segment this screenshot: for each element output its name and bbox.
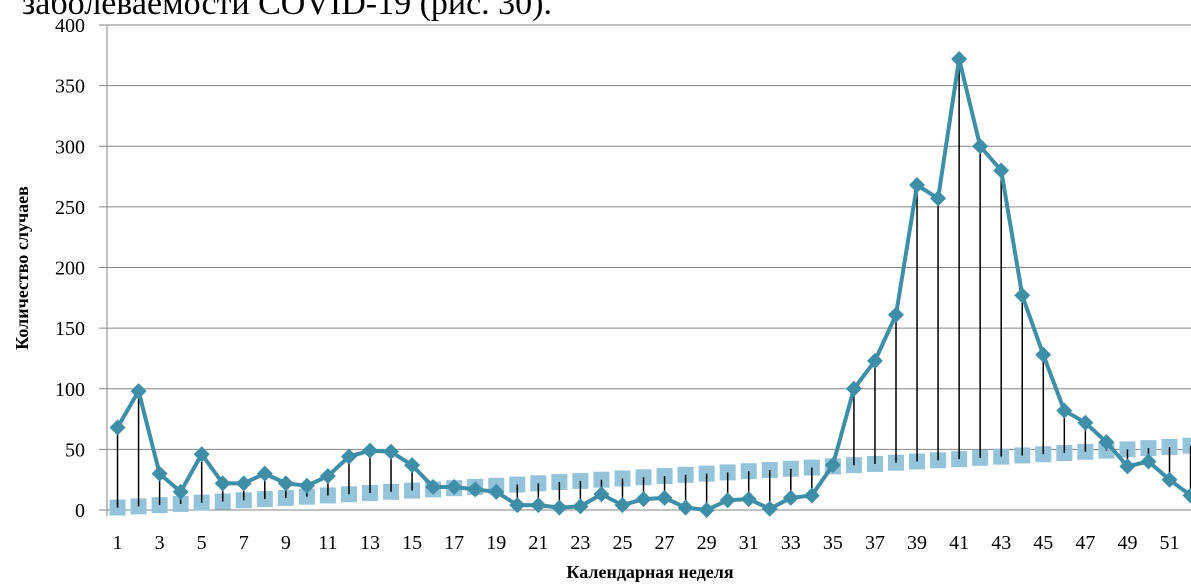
x-tick-label: 43 [991,532,1011,554]
diamond-marker [845,380,862,397]
x-tick-label: 3 [155,532,165,554]
diamond-marker [866,352,883,369]
diamond-marker [319,468,336,485]
caption: заболеваемости COVID-19 (рис. 30). [22,0,552,22]
x-tick-label: 51 [1160,532,1180,554]
diamond-marker [530,497,547,514]
x-tick-label: 7 [239,532,249,554]
x-tick-label: 33 [781,532,801,554]
x-tick-label: 17 [444,532,464,554]
diamond-marker [1140,453,1157,470]
x-tick-label: 35 [823,532,843,554]
y-axis-label: Количество случаев [12,186,32,350]
diamond-marker [1035,346,1052,363]
diamond-marker [109,419,126,436]
y-tick-label: 300 [55,136,85,158]
diamond-marker [740,491,757,508]
y-tick-label: 100 [55,379,85,401]
x-tick-label: 21 [528,532,548,554]
diamond-marker [488,483,505,500]
diamond-marker [635,491,652,508]
x-tick-label: 25 [612,532,632,554]
x-tick-label: 19 [486,532,506,554]
diamond-marker [614,497,631,514]
x-tick-label: 41 [949,532,969,554]
x-tick-label: 15 [402,532,422,554]
y-tick-label: 0 [75,500,85,522]
x-tick-label: 23 [570,532,590,554]
x-tick-label: 29 [697,532,717,554]
square-marker [151,497,168,514]
diamond-marker [951,50,968,67]
diamond-marker [572,498,589,515]
diamond-marker [761,500,778,517]
diamond-marker [593,486,610,503]
x-tick-label: 27 [655,532,675,554]
x-tick-label: 45 [1033,532,1053,554]
diamond-marker [824,457,841,474]
diamond-marker [404,457,421,474]
y-tick-label: 350 [55,76,85,98]
diamond-marker [656,489,673,506]
x-tick-label: 13 [360,532,380,554]
diamond-marker [1077,414,1094,431]
diamond-marker [677,499,694,516]
diamond-marker [256,465,273,482]
diamond-marker [1182,487,1191,504]
y-tick-label: 50 [65,439,85,461]
x-tick-label: 9 [281,532,291,554]
diamond-marker [298,477,315,494]
diamond-marker [509,497,526,514]
diamond-marker [193,446,210,463]
y-tick-label: 150 [55,318,85,340]
diamond-marker [1119,458,1136,475]
diamond-marker [782,489,799,506]
diamond-marker [1056,402,1073,419]
diamond-marker [719,492,736,509]
y-tick-label: 250 [55,197,85,219]
square-marker [1182,437,1191,454]
diamond-marker [888,306,904,323]
diamond-marker [214,475,231,492]
diamond-marker [340,448,357,465]
diamond-marker [446,478,463,495]
x-tick-label: 1 [113,532,123,554]
x-tick-label: 37 [865,532,885,554]
diamond-marker [235,475,252,492]
diamond-marker [803,487,820,504]
diamond-marker [362,442,378,459]
diamond-marker [1098,434,1115,451]
diamond-marker [172,483,189,500]
diamond-marker [130,383,147,400]
x-tick-label: 31 [739,532,759,554]
diamond-marker [972,138,989,155]
x-tick-label: 5 [197,532,207,554]
diamond-marker [909,177,926,194]
diamond-marker [551,499,568,516]
y-tick-label: 200 [55,258,85,280]
diamond-marker [425,478,442,495]
diamond-marker [467,481,484,498]
x-tick-label: 49 [1117,532,1137,554]
x-tick-label: 11 [318,532,337,554]
diamond-marker [930,190,947,207]
x-tick-label: 39 [907,532,927,554]
diamond-marker [993,162,1010,179]
diamond-marker [1161,471,1178,488]
diamond-marker [277,475,294,492]
diamond-marker [151,465,168,482]
x-axis-label: Календарная неделя [566,562,733,582]
diamond-marker [1014,287,1031,304]
y-tick-label: 400 [55,15,85,37]
x-tick-label: 47 [1075,532,1095,554]
line [115,56,1191,512]
diamond-marker [698,502,715,518]
diamond-marker [383,443,400,460]
